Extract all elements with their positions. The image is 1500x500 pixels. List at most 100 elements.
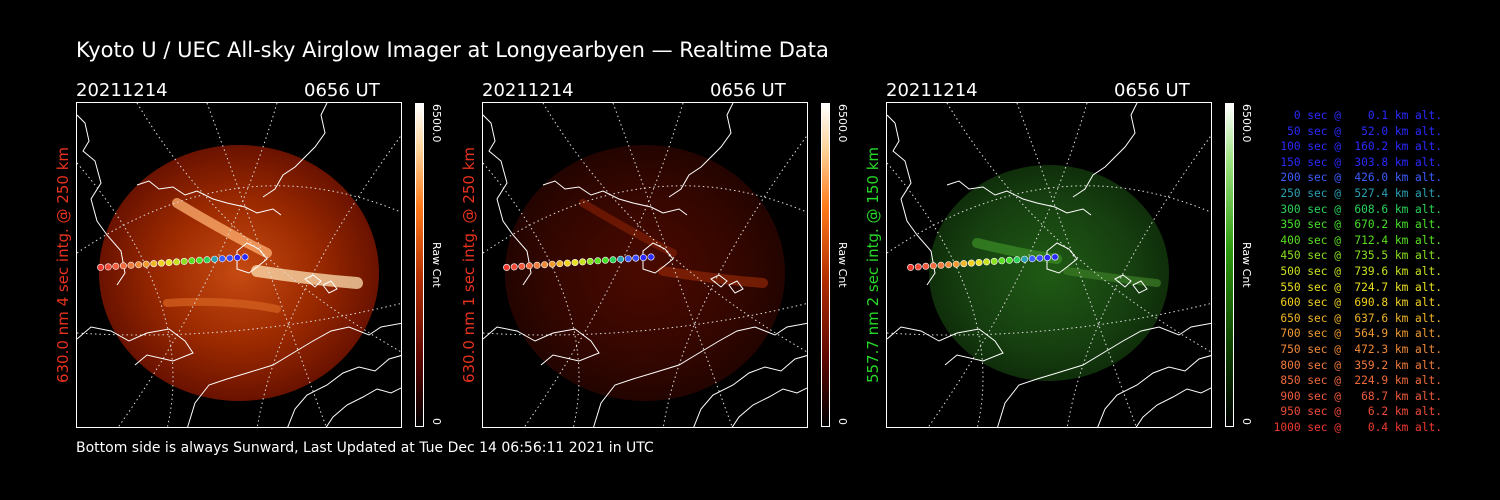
coastline	[593, 322, 807, 427]
trajectory-point	[135, 261, 143, 269]
trajectory-point	[525, 262, 533, 270]
trajectory-point	[211, 255, 219, 263]
grid-line	[483, 185, 807, 254]
coastline	[483, 114, 532, 286]
colorbar-unit: Raw Cnt	[836, 242, 849, 288]
trajectory-point	[647, 253, 655, 261]
footer-note: Bottom side is always Sunward, Last Upda…	[76, 440, 654, 456]
trajectory-point	[952, 260, 960, 268]
trajectory-point	[1021, 255, 1029, 263]
panel-date: 20211214	[886, 80, 978, 101]
trajectory-point	[510, 263, 518, 271]
trajectory-point	[97, 263, 105, 271]
coastline	[710, 274, 744, 294]
trajectory-point	[1043, 254, 1051, 262]
grid-line	[136, 103, 401, 353]
panel-time: 0656 UT	[304, 80, 380, 101]
trajectory-point	[922, 262, 930, 270]
trajectory-point	[165, 259, 173, 267]
colorbar	[821, 103, 830, 427]
trajectory-point	[579, 258, 587, 266]
coastline	[187, 322, 401, 427]
trajectory-point	[556, 260, 564, 268]
trajectory-point	[127, 261, 135, 269]
legend-row: 250 sec @ 527.4 km alt.	[1280, 186, 1442, 200]
trajectory-point	[218, 255, 226, 263]
trajectory-point	[945, 261, 953, 269]
grid-line	[887, 185, 1211, 254]
colorbar-max: 6500.0	[1240, 104, 1253, 143]
coastline	[542, 180, 688, 216]
legend-row: 150 sec @ 303.8 km alt.	[1280, 155, 1442, 169]
trajectory-point	[960, 260, 968, 268]
legend-row: 750 sec @ 472.3 km alt.	[1280, 342, 1442, 356]
coastline	[136, 180, 282, 216]
trajectory-point	[624, 255, 632, 263]
coastline	[1135, 387, 1211, 427]
trajectory-point	[112, 262, 120, 270]
trajectory-point	[241, 253, 249, 261]
legend-row: 1000 sec @ 0.4 km alt.	[1273, 420, 1442, 434]
legend-row: 800 sec @ 359.2 km alt.	[1280, 358, 1442, 372]
legend-row: 600 sec @ 690.8 km alt.	[1280, 296, 1442, 310]
legend-row: 850 sec @ 224.9 km alt.	[1280, 374, 1442, 388]
trajectory-point	[967, 259, 975, 267]
trajectory-point	[150, 260, 158, 268]
colorbar-max: 6500.0	[430, 104, 443, 143]
trajectory-point	[203, 256, 211, 264]
trajectory-point	[1051, 253, 1059, 261]
trajectory-point	[998, 257, 1006, 265]
trajectory-point	[233, 254, 241, 262]
trajectory-point	[1028, 255, 1036, 263]
trajectory-point	[632, 254, 640, 262]
allsky-image	[77, 103, 401, 427]
allsky-panel	[482, 102, 808, 428]
trajectory-point	[1013, 256, 1021, 264]
coastline	[304, 274, 338, 294]
panel-date: 20211214	[76, 80, 168, 101]
trajectory-point	[563, 259, 571, 267]
trajectory-point	[601, 256, 609, 264]
legend-row: 650 sec @ 637.6 km alt.	[1280, 311, 1442, 325]
coastline	[997, 322, 1211, 427]
grid-line	[887, 302, 1211, 336]
trajectory-point	[990, 257, 998, 265]
trajectory-point	[907, 263, 915, 271]
aurora-arc	[1063, 267, 1161, 287]
trajectory-point	[503, 263, 511, 271]
trajectory-point	[1005, 256, 1013, 264]
trajectory-point	[914, 263, 922, 271]
coastline	[1097, 355, 1211, 427]
coastline	[1072, 103, 1138, 198]
allsky-panel	[76, 102, 402, 428]
allsky-image	[483, 103, 807, 427]
trajectory-point	[983, 258, 991, 266]
coastline	[262, 103, 328, 198]
panel-time: 0656 UT	[710, 80, 786, 101]
colorbar-min: 0	[1240, 418, 1253, 425]
colorbar-unit: Raw Cnt	[1240, 242, 1253, 288]
trajectory-point	[586, 257, 594, 265]
colorbar-min: 0	[836, 418, 849, 425]
coastline	[1046, 242, 1078, 274]
legend-row: 700 sec @ 564.9 km alt.	[1280, 327, 1442, 341]
trajectory-point	[937, 261, 945, 269]
panel-ylabel: 557.7 nm 2 sec intg. @ 150 km	[864, 146, 882, 384]
coastline	[693, 355, 807, 427]
grid-line	[542, 103, 807, 353]
grid-line	[483, 302, 807, 336]
trajectory-point	[518, 262, 526, 270]
coastline	[325, 387, 401, 427]
coastline	[236, 242, 268, 274]
grid-line	[1016, 103, 1137, 427]
panel-time: 0656 UT	[1114, 80, 1190, 101]
panel-date: 20211214	[482, 80, 574, 101]
aurora-arc	[163, 297, 281, 313]
trajectory-point	[594, 257, 602, 265]
coastline	[642, 242, 674, 274]
legend-row: 350 sec @ 670.2 km alt.	[1280, 218, 1442, 232]
panel-ylabel: 630.0 nm 1 sec intg. @ 250 km	[460, 146, 478, 384]
trajectory-point	[195, 256, 203, 264]
trajectory-point	[226, 254, 234, 262]
grid-line	[946, 103, 1211, 353]
